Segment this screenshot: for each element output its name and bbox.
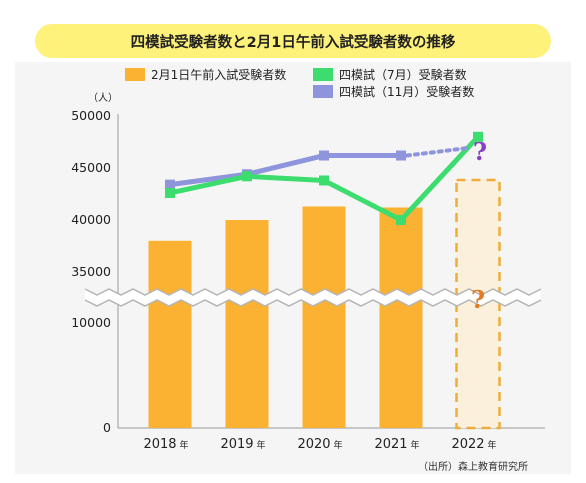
x-tick-label: 2018 年 [143, 437, 188, 452]
y-tick-label: 40000 [71, 212, 111, 227]
data-point [396, 215, 406, 225]
axis-break-band [85, 289, 541, 306]
legend-label: 四模試（7月）受験者数 [339, 67, 467, 82]
data-point [242, 171, 252, 182]
bar [148, 240, 192, 428]
legend-label: 四模試（11月）受験者数 [339, 84, 474, 99]
y-tick-label: 0 [103, 420, 111, 435]
chart-title: 四模試受験者数と2月1日午前入試受験者数の推移 [35, 24, 551, 58]
legend-swatch [313, 68, 333, 81]
y-unit-label: （人） [88, 92, 118, 104]
data-point [319, 175, 329, 186]
series-line [167, 153, 404, 188]
data-point [396, 150, 406, 161]
data-point [319, 150, 329, 161]
source-note: （出所）森上教育研究所 [418, 460, 528, 473]
data-point [473, 131, 483, 142]
projection-question-mark: ? [473, 137, 487, 166]
data-point [165, 187, 175, 198]
legend-swatch [125, 68, 145, 81]
y-tick-label: 45000 [71, 160, 111, 175]
projection-line [405, 146, 468, 158]
legend-label: 2月1日午前入試受験者数 [151, 67, 286, 82]
y-tick-label: 35000 [71, 264, 111, 279]
y-tick-label: 50000 [71, 108, 111, 123]
y-tick-label: 10000 [71, 315, 111, 330]
bar [302, 206, 346, 428]
bar [379, 207, 423, 428]
bar [225, 220, 269, 428]
axis-break-line [84, 299, 542, 307]
axis-break-line [84, 288, 542, 296]
x-tick-label: 2022 年 [451, 437, 496, 452]
x-tick-label: 2020 年 [297, 437, 342, 452]
bar-question-mark: ? [471, 285, 485, 314]
legend-swatch [313, 85, 333, 98]
x-tick-label: 2019 年 [220, 437, 265, 452]
x-tick-label: 2021 年 [374, 437, 419, 452]
data-point [165, 179, 175, 190]
